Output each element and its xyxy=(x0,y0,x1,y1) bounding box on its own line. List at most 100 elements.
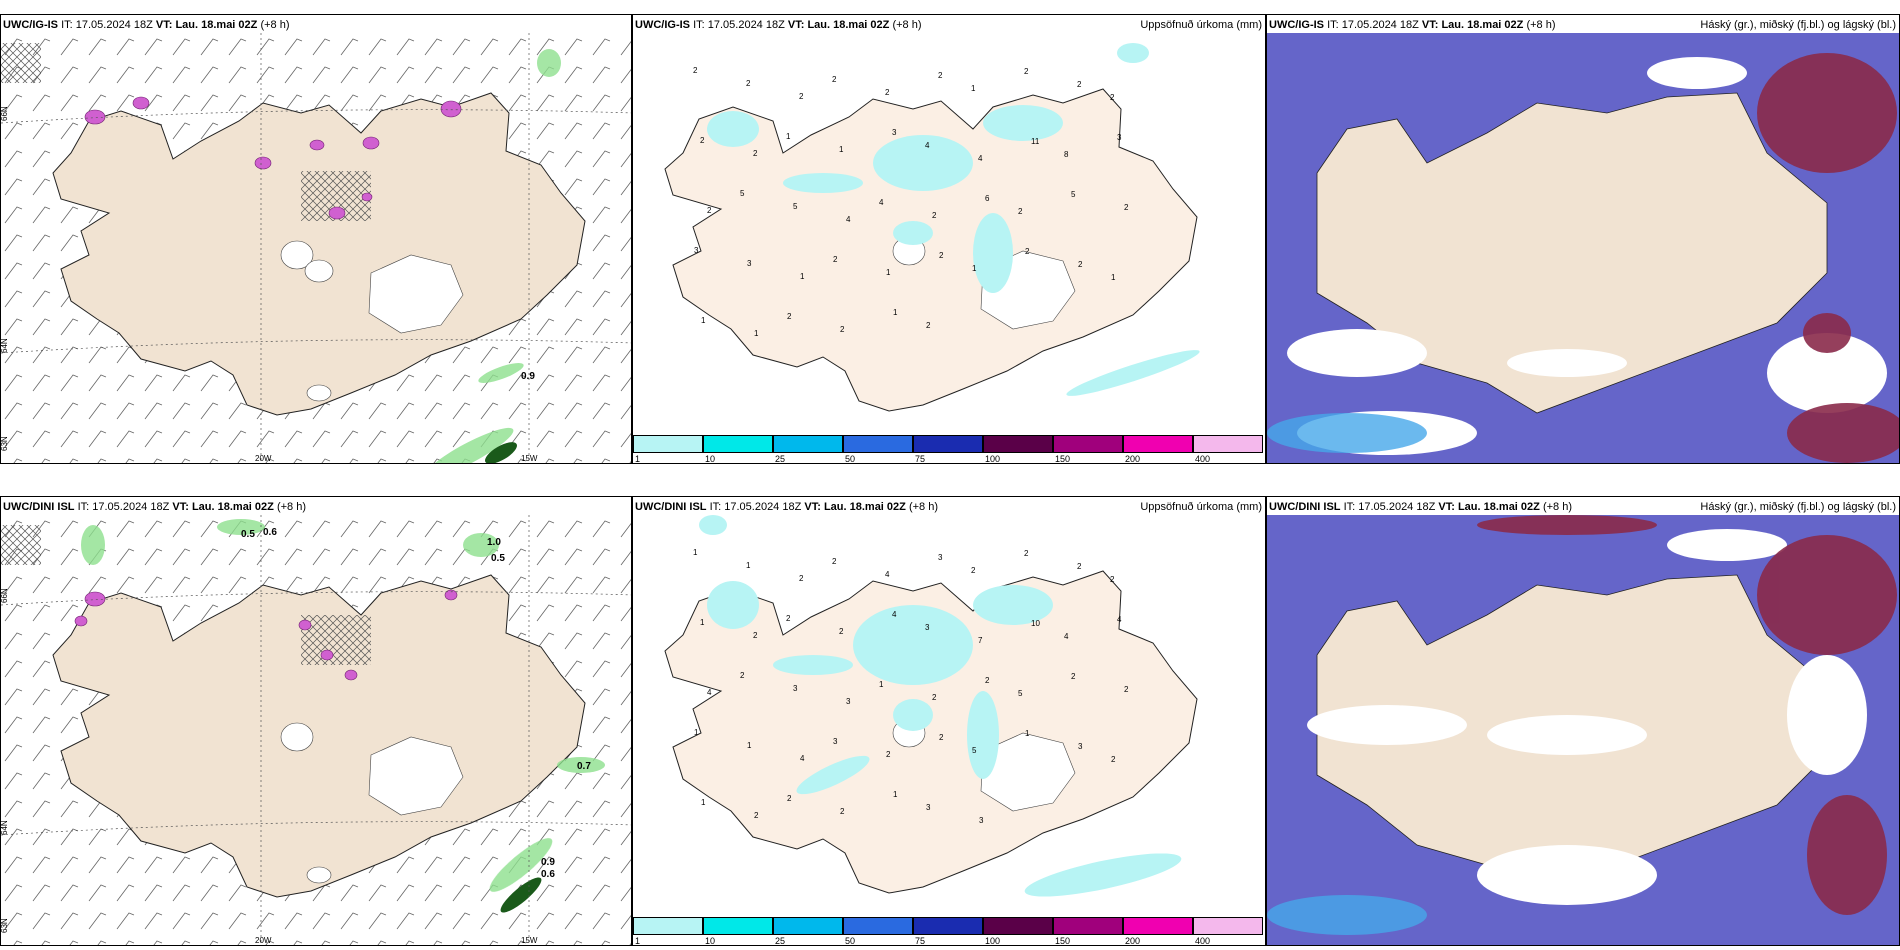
precip-value: 2 xyxy=(938,71,943,80)
precip-value: 7 xyxy=(978,636,983,645)
precip-value: 3 xyxy=(1117,133,1122,142)
precip-value: 2 xyxy=(1111,755,1116,764)
precip-value: 1 xyxy=(746,561,751,570)
value-label: 0.9 xyxy=(521,371,535,382)
precip-value: 2 xyxy=(1024,67,1029,76)
wind-precip-panel-row1: UWC/IG-IS IT: 17.05.2024 18Z VT: Lau. 18… xyxy=(0,14,632,464)
value-label: 1.0 xyxy=(487,537,501,548)
precip-value: 1 xyxy=(700,618,705,627)
convective-cells xyxy=(84,96,462,220)
precip-value: 1 xyxy=(786,132,791,141)
colorbar-swatch xyxy=(703,435,773,453)
panel-header: UWC/DINI ISL IT: 17.05.2024 18Z VT: Lau.… xyxy=(635,501,938,513)
precip-title: Uppsöfnuð úrkoma (mm) xyxy=(1140,19,1262,31)
colorbar-tick: 1 xyxy=(635,454,641,464)
precip-value: 2 xyxy=(833,255,838,264)
colorbar-tick: 400 xyxy=(1195,454,1211,464)
precip-value: 2 xyxy=(971,566,976,575)
colorbar-swatch xyxy=(1053,435,1123,453)
precip-value: 2 xyxy=(753,149,758,158)
precip-value: 2 xyxy=(799,92,804,101)
colorbar-swatch xyxy=(913,917,983,935)
precip-value: 1 xyxy=(839,145,844,154)
precip-value: 2 xyxy=(839,627,844,636)
precip-value: 4 xyxy=(978,154,983,163)
precip-value: 1 xyxy=(879,680,884,689)
precip-value: 2 xyxy=(832,75,837,84)
colorbar-swatch xyxy=(773,917,843,935)
iceland-land xyxy=(664,570,1198,894)
colorbar-tick: 75 xyxy=(915,936,926,946)
colorbar-swatch xyxy=(1193,435,1263,453)
precip-value: 1 xyxy=(1111,273,1116,282)
colorbar-tick: 50 xyxy=(845,936,856,946)
precip-value: 1 xyxy=(893,308,898,317)
lat-label-66: 66N xyxy=(1,106,9,121)
colorbar-swatch xyxy=(843,435,913,453)
colorbar-swatch xyxy=(983,917,1053,935)
precip-value: 2 xyxy=(746,79,751,88)
precip-value: 2 xyxy=(1110,93,1115,102)
low-cloud xyxy=(1267,413,1427,453)
precip-value: 2 xyxy=(754,811,759,820)
precip-value: 2 xyxy=(787,794,792,803)
precip-value: 2 xyxy=(707,206,712,215)
precip-value-labels: 1 1 2 2 4 3 2 2 2 2 1 2 2 2 4 3 7 10 4 4 4 2 3 3 1 2 2 5 2 2 1 1 4 3 2 2 5 1 3… xyxy=(693,548,1129,825)
precip-value: 2 xyxy=(840,325,845,334)
precip-value: 2 xyxy=(1077,80,1082,89)
precip-value: 4 xyxy=(892,610,897,619)
glacier-langjokull xyxy=(280,240,314,270)
precip-value: 1 xyxy=(886,268,891,277)
colorbar-tick: 200 xyxy=(1125,936,1141,946)
precip-value: 1 xyxy=(754,329,759,338)
precip-value: 2 xyxy=(799,574,804,583)
wind-precip-panel-row2: UWC/DINI ISL IT: 17.05.2024 18Z VT: Lau.… xyxy=(0,496,632,946)
precip-map: 1 1 2 2 4 3 2 2 2 2 1 2 2 2 4 3 7 10 4 4 4 2 3 3 1 2 2 5 2 2 1 1 4 3 2 2 5 1 3… xyxy=(633,515,1265,919)
precip-value-labels: 2222221222221134411832554426252331212122… xyxy=(693,66,1129,338)
precip-value: 1 xyxy=(893,790,898,799)
high-cloud xyxy=(1477,515,1897,915)
precip-value: 4 xyxy=(1117,615,1122,624)
cloud-title: Háský (gr.), miðský (fj.bl.) og lágský (… xyxy=(1700,19,1896,31)
precip-value: 2 xyxy=(1018,207,1023,216)
colorbar-swatch xyxy=(1123,435,1193,453)
precip-value: 2 xyxy=(1025,247,1030,256)
wind-map: 66N 64N 63N 20W 15W 0.9 xyxy=(1,33,631,463)
precip-value: 2 xyxy=(1078,260,1083,269)
precip-value: 1 xyxy=(1025,729,1030,738)
colorbar-tick: 25 xyxy=(775,454,786,464)
precip-value: 5 xyxy=(1071,190,1076,199)
accumulated-precip-panel-row2: UWC/DINI ISL IT: 17.05.2024 18Z VT: Lau.… xyxy=(632,496,1266,946)
colorbar-swatch xyxy=(1123,917,1193,935)
colorbar-tick: 10 xyxy=(705,454,716,464)
precip-value: 1 xyxy=(972,264,977,273)
value-label: 0.6 xyxy=(263,527,277,538)
precip-value: 2 xyxy=(1110,575,1115,584)
colorbar-tick: 150 xyxy=(1055,936,1071,946)
precip-value: 4 xyxy=(885,570,890,579)
cloud-gaps xyxy=(1307,529,1867,905)
colorbar-tick: 50 xyxy=(845,454,856,464)
precip-value: 3 xyxy=(793,684,798,693)
colorbar-swatch xyxy=(633,917,703,935)
precip-value: 2 xyxy=(886,750,891,759)
precip-value: 3 xyxy=(1078,742,1083,751)
precip-value: 2 xyxy=(985,676,990,685)
precip-value: 3 xyxy=(938,553,943,562)
precip-value: 5 xyxy=(1018,689,1023,698)
cloud-cover-panel-row1: UWC/IG-IS IT: 17.05.2024 18Z VT: Lau. 18… xyxy=(1266,14,1900,464)
accumulated-precip-panel-row1: UWC/IG-IS IT: 17.05.2024 18Z VT: Lau. 18… xyxy=(632,14,1266,464)
cloud-map xyxy=(1267,515,1899,945)
precip-value: 1 xyxy=(971,84,976,93)
precip-colorbar: 1 10 25 50 75 100 150 200 400 xyxy=(633,435,1263,464)
colorbar-tick: 25 xyxy=(775,936,786,946)
wind-map: 66N 64N 63N 20W 15W 0.5 0.61.00.50.70.90.… xyxy=(1,515,631,945)
cloud-title: Háský (gr.), miðský (fj.bl.) og lágský (… xyxy=(1700,501,1896,513)
colorbar-tick: 400 xyxy=(1195,936,1211,946)
precip-areas xyxy=(699,515,1182,897)
colorbar-swatch xyxy=(773,435,843,453)
colorbar-tick: 1 xyxy=(635,936,641,946)
cloud-map xyxy=(1267,33,1899,463)
colorbar-tick: 10 xyxy=(705,936,716,946)
lat-label-64: 64N xyxy=(1,338,9,353)
